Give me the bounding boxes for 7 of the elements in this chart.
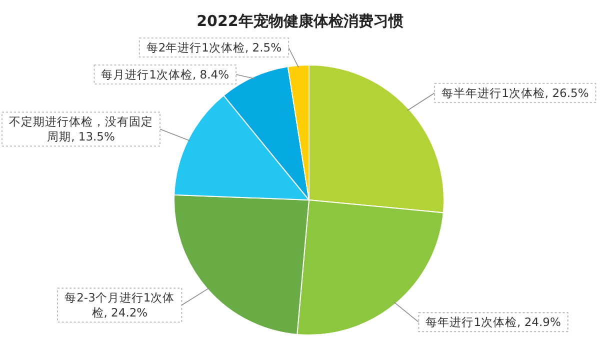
- slice-label: 每半年进行1次体检, 26.5%: [442, 86, 589, 100]
- slice-label: 每年进行1次体检, 24.9%: [426, 315, 561, 330]
- slice-label: 每2年进行1次体检, 2.5%: [146, 40, 282, 54]
- slice-label: 每2-3个月进行1次体检, 24.2%: [64, 290, 175, 320]
- slice-label: 每月进行1次体检, 8.4%: [101, 68, 230, 82]
- chart-title: 2022年宠物健康体检消费习惯: [196, 12, 404, 30]
- slice-label: 不定期进行体检，没有固定周期, 13.5%: [9, 114, 153, 144]
